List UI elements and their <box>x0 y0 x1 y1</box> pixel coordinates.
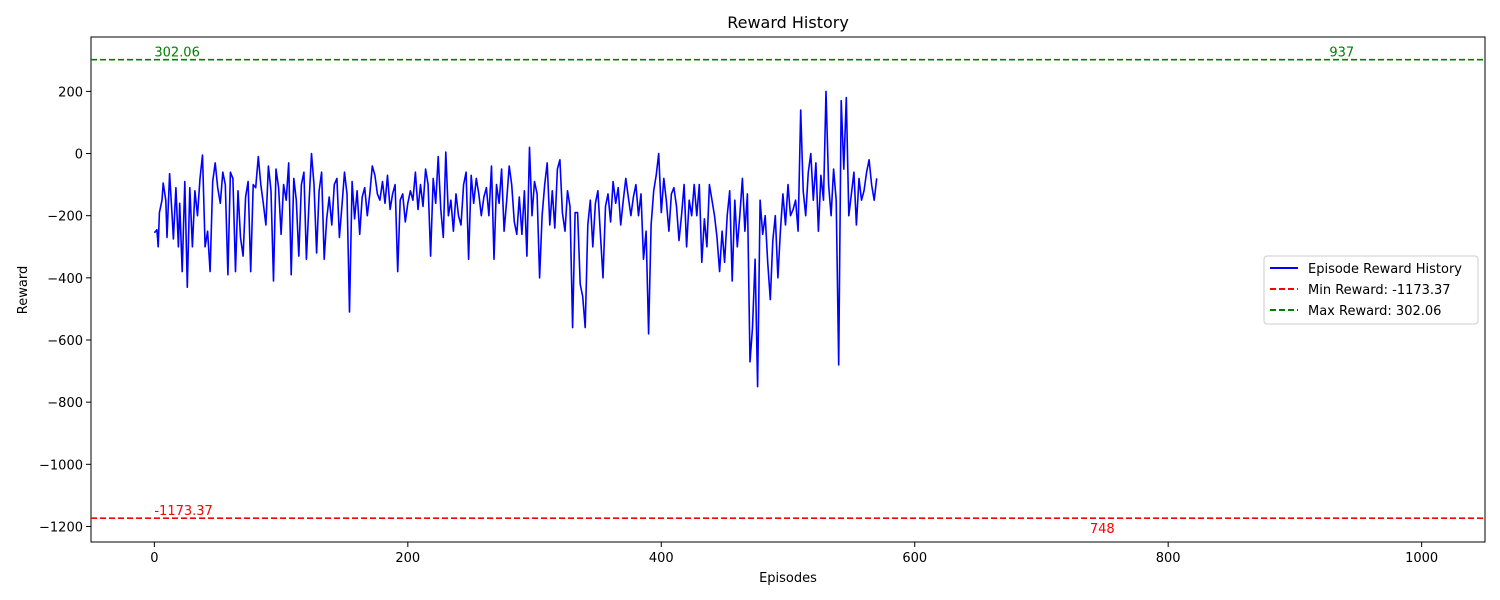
annotation-label: 302.06 <box>154 46 200 61</box>
legend-box <box>1263 255 1479 325</box>
legend-label-min: Min Reward: -1173.37 <box>1308 283 1451 298</box>
x-tick-label: 800 <box>1156 551 1181 566</box>
y-tick-label: −600 <box>47 334 83 349</box>
series-line-episode-reward <box>153 90 878 388</box>
y-tick-label: −400 <box>47 272 83 287</box>
x-tick-label: 400 <box>649 551 674 566</box>
y-tick-label: 0 <box>75 148 83 163</box>
x-tick-label: 0 <box>150 551 158 566</box>
y-tick-label: −1200 <box>39 520 83 535</box>
y-tick-label: −1000 <box>39 458 83 473</box>
y-axis-label: Reward <box>16 266 31 314</box>
x-tick-label: 1000 <box>1405 551 1438 566</box>
y-tick-label: −200 <box>47 210 83 225</box>
x-axis: 0 200 400 600 800 1000 <box>150 542 1438 566</box>
y-tick-label: −800 <box>47 396 83 411</box>
legend: Episode Reward History Min Reward: -1173… <box>1263 255 1479 325</box>
y-axis: −1200 −1000 −800 −600 −400 −200 0 200 <box>39 85 91 535</box>
series-layer <box>91 58 1485 519</box>
annotation-label: -1173.37 <box>154 504 212 519</box>
annotation-label: 748 <box>1090 522 1115 537</box>
legend-label-max: Max Reward: 302.06 <box>1308 304 1441 319</box>
annotation-label: 937 <box>1329 46 1354 61</box>
legend-label-reward: Episode Reward History <box>1308 262 1462 277</box>
chart-title: Reward History <box>727 13 849 32</box>
annotation-layer: 302.06 937 -1173.37 748 <box>154 46 1354 538</box>
x-axis-label: Episodes <box>759 571 817 586</box>
x-tick-label: 200 <box>395 551 420 566</box>
x-tick-label: 600 <box>902 551 927 566</box>
plot-frame <box>90 36 1486 543</box>
y-tick-label: 200 <box>58 85 83 100</box>
